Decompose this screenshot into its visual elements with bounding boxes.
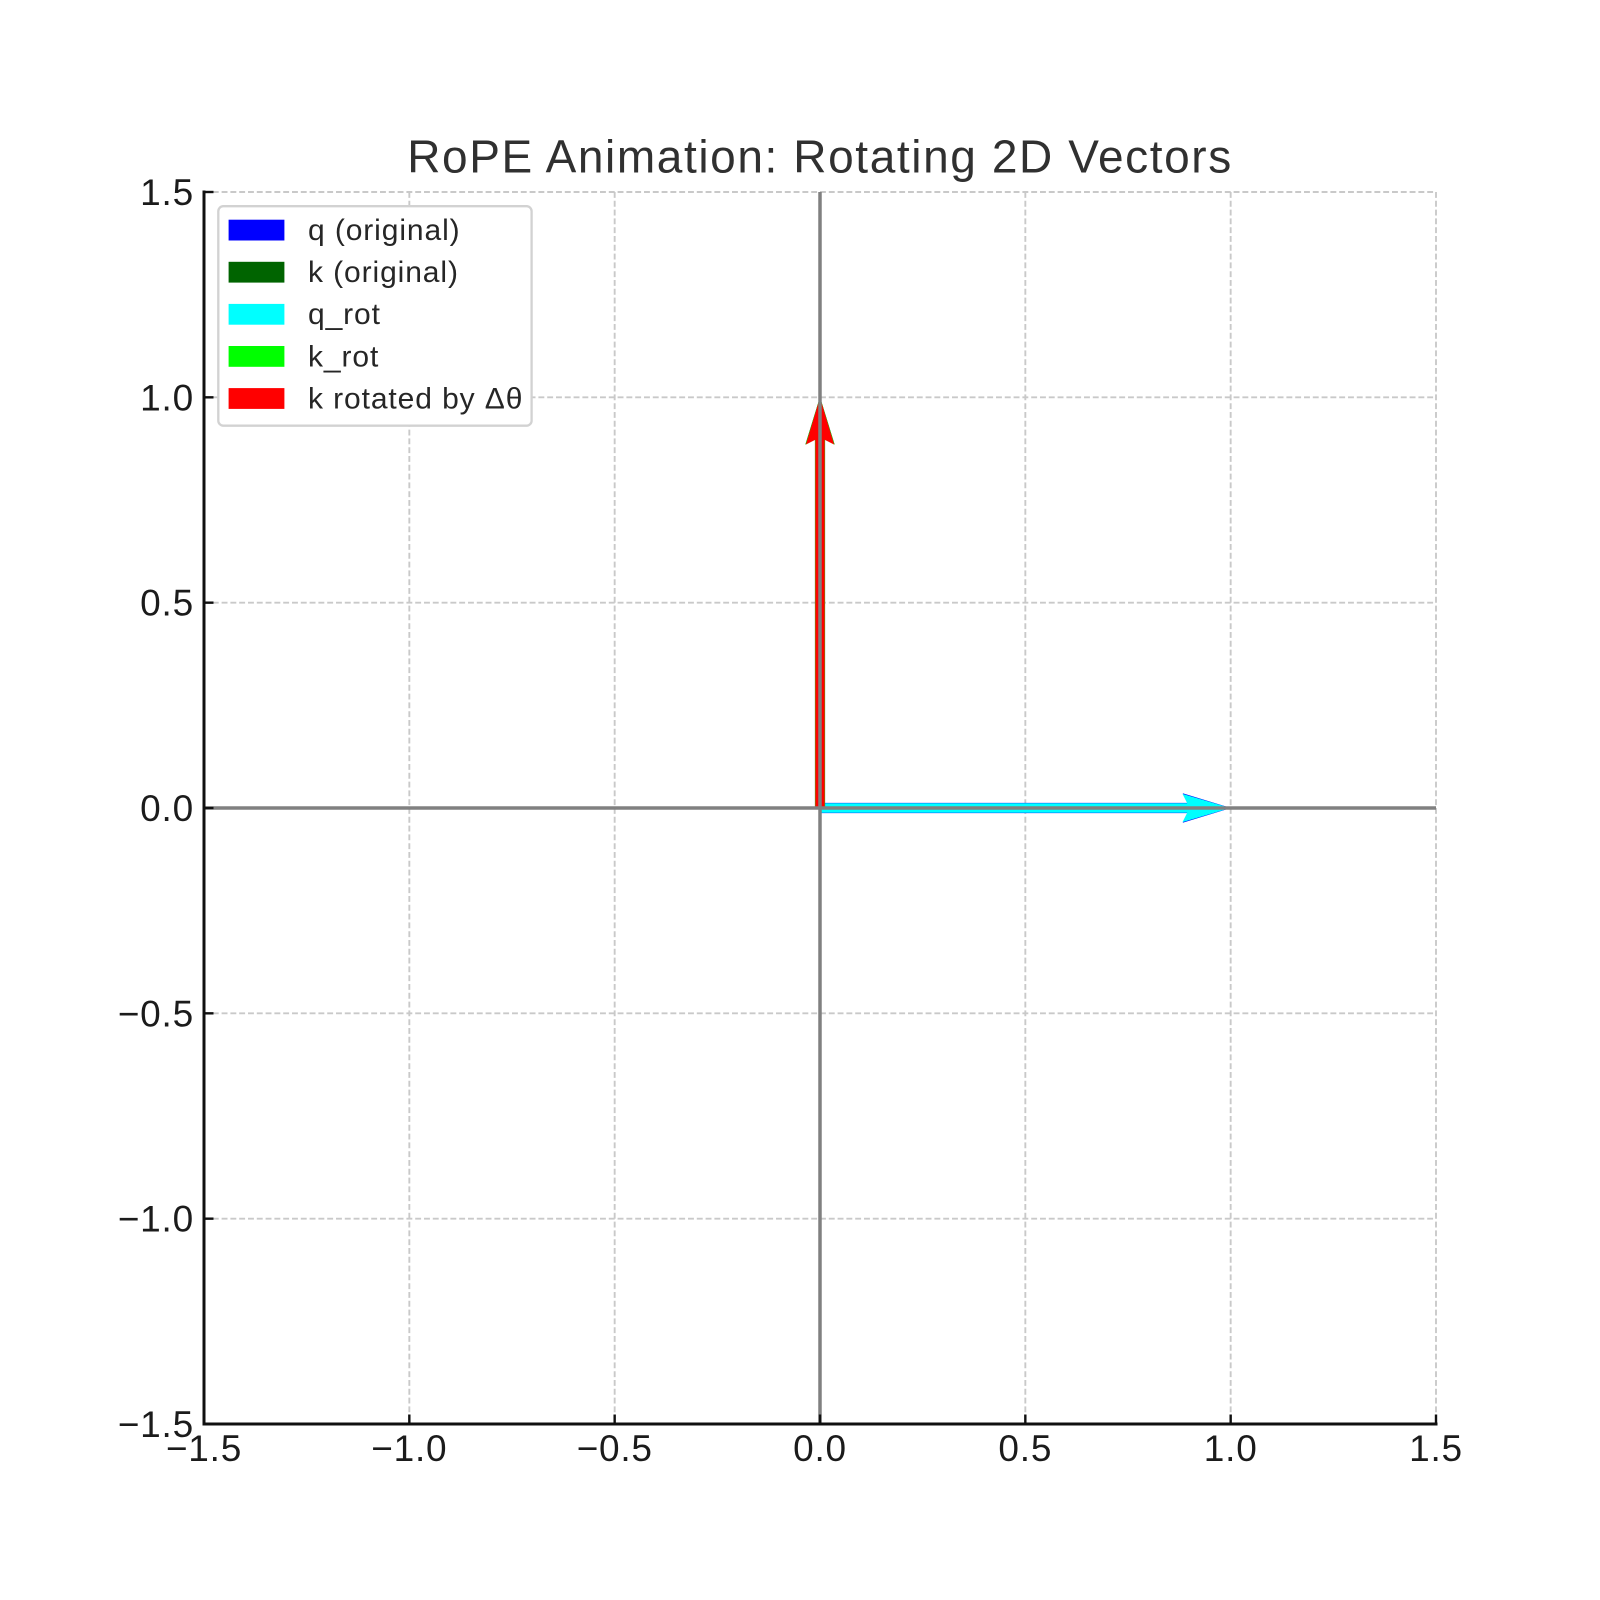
svg-text:0.5: 0.5 bbox=[140, 583, 194, 624]
svg-text:k rotated by Δθ: k rotated by Δθ bbox=[308, 382, 523, 415]
svg-text:0.0: 0.0 bbox=[140, 788, 194, 829]
svg-text:1.0: 1.0 bbox=[1204, 1428, 1258, 1469]
svg-text:−1.0: −1.0 bbox=[118, 1199, 194, 1240]
svg-text:−1.5: −1.5 bbox=[166, 1428, 242, 1469]
svg-text:−1.0: −1.0 bbox=[371, 1428, 447, 1469]
svg-text:1.0: 1.0 bbox=[140, 377, 194, 418]
svg-text:0.0: 0.0 bbox=[793, 1428, 847, 1469]
svg-text:1.5: 1.5 bbox=[1409, 1428, 1463, 1469]
svg-text:RoPE Animation: Rotating 2D Ve: RoPE Animation: Rotating 2D Vectors bbox=[407, 131, 1233, 183]
svg-text:0.5: 0.5 bbox=[998, 1428, 1052, 1469]
svg-text:q (original): q (original) bbox=[308, 214, 461, 247]
svg-text:k_rot: k_rot bbox=[308, 340, 379, 373]
svg-text:−0.5: −0.5 bbox=[577, 1428, 653, 1469]
svg-text:q_rot: q_rot bbox=[308, 298, 381, 331]
svg-text:−1.5: −1.5 bbox=[118, 1404, 194, 1445]
svg-text:1.5: 1.5 bbox=[140, 172, 194, 213]
svg-text:k (original): k (original) bbox=[308, 256, 459, 289]
svg-text:−0.5: −0.5 bbox=[118, 993, 194, 1034]
